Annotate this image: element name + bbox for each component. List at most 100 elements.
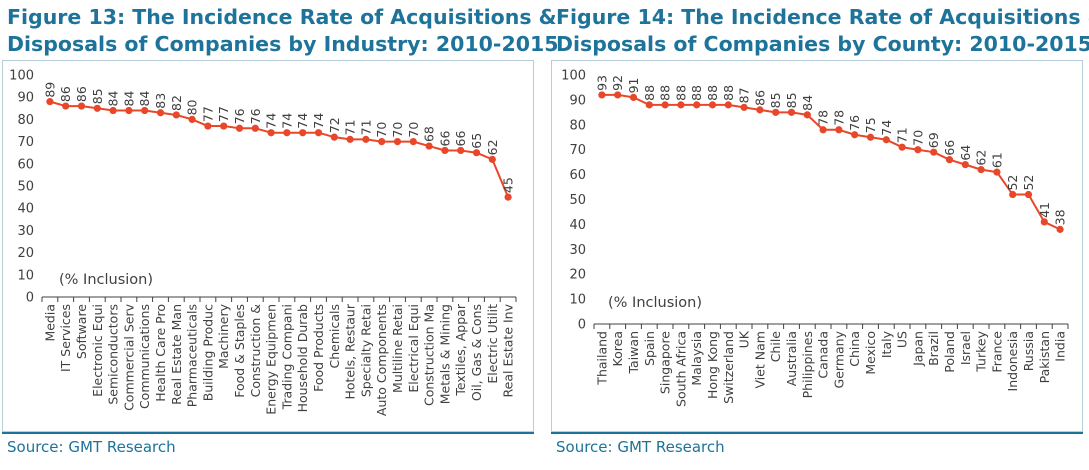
data-point [330,133,338,141]
x-category-label: Software [74,304,89,359]
data-point [787,108,796,116]
data-point [914,146,922,154]
figure-14-panel: Figure 14: The Incidence Rate of Acquisi… [549,0,1089,470]
data-label: 61 [989,152,1004,168]
figure-14-title-line2: Disposals of Companies by County: 2010-2… [556,32,1089,56]
data-label: 77 [200,106,215,122]
x-category-label: Communications [137,304,152,409]
data-point [441,146,449,155]
x-category-label: Construction Ma [422,304,437,406]
data-point [835,126,843,134]
data-point [598,91,606,99]
data-point [362,135,370,143]
data-label: 86 [752,90,767,106]
x-category-label: Media [42,304,57,342]
x-category-label: Japan [910,331,925,367]
data-label: 84 [106,91,121,107]
data-label: 87 [737,87,752,103]
data-point [409,138,417,146]
data-label: 88 [705,85,720,101]
data-point [756,106,764,114]
data-point [866,133,875,141]
figure-13-title-line1: Figure 13: The Incidence Rate of Acquisi… [7,5,557,29]
x-category-label: Pakistan [1037,331,1052,383]
y-tick-label: 20 [569,268,586,283]
figure-14-title: Figure 14: The Incidence Rate of Acquisi… [556,4,1089,58]
data-label: 74 [279,113,294,129]
data-label: 62 [974,150,989,166]
data-label: 52 [1021,175,1036,191]
data-label: 76 [248,108,263,124]
data-point [961,161,969,169]
x-category-label: Philippines [800,331,815,398]
data-label: 76 [232,108,247,124]
data-label: 88 [642,85,657,101]
data-point [109,106,117,115]
x-category-label: Multiline Retai [390,304,405,393]
data-point [393,138,402,146]
data-label: 74 [311,113,326,129]
x-category-label: Germany [831,330,846,388]
data-label: 38 [1053,209,1068,225]
x-category-label: Indonesia [1005,331,1020,391]
data-label: 89 [42,82,57,98]
x-category-label: Commercial Serv [121,303,136,410]
data-point [661,101,669,109]
data-point [504,193,512,201]
y-tick-label: 0 [578,318,586,333]
x-category-label: Taiwan [626,331,641,375]
data-label: 85 [768,92,783,108]
data-label: 69 [926,132,941,148]
data-label: 71 [895,127,910,143]
data-point [977,166,985,174]
data-point [346,135,354,143]
data-label: 78 [831,110,846,126]
data-point [898,143,906,151]
y-tick-label: 70 [569,143,586,158]
data-point [235,124,244,132]
data-label: 68 [422,126,437,142]
x-category-label: Construction & [248,304,263,398]
x-category-label: Hotels, Restaur [343,303,358,399]
data-label: 84 [137,91,152,107]
x-category-label: Electrical Equi [406,304,421,393]
x-category-label: UK [737,330,752,348]
x-category-label: Italy [879,330,894,358]
data-point [693,101,701,109]
y-tick-label: 10 [17,268,34,283]
data-label: 85 [90,88,105,104]
x-category-label: Australia [784,331,799,386]
x-category-label: Health Care Pro [153,304,168,402]
data-label: 72 [327,117,342,133]
y-tick-label: 30 [569,243,586,258]
figure-14-title-line1: Figure 14: The Incidence Rate of Acquisi… [556,5,1089,29]
x-category-label: Singapore [658,331,673,394]
data-label: 86 [58,86,73,102]
x-category-label: Thailand [594,331,609,386]
x-category-label: Energy Equipmen [264,304,279,415]
x-category-label: Switzerland [721,331,736,404]
x-category-label: Chemicals [327,304,342,369]
data-point [156,109,165,117]
data-label: 84 [121,91,136,107]
data-point [204,122,212,130]
x-category-label: Viet Nam [752,331,767,389]
x-category-label: Real Estate Inv [501,303,516,397]
figure-14-chart-svg: 0 10 20 30 40 50 60 70 80 90 100 Thailand Korea Taiwa… [561,69,1069,407]
x-category-label: Semiconductors [106,304,121,405]
y-tick-label: 10 [569,293,586,308]
data-label: 70 [406,122,421,138]
data-label: 78 [816,110,831,126]
data-label: 84 [800,95,815,111]
data-point [188,115,196,123]
x-category-label: China [847,331,862,367]
data-label: 66 [437,131,452,147]
data-label: 74 [879,120,894,136]
x-category-label: Oil, Gas & Cons [469,304,484,401]
data-label: 83 [153,93,168,109]
data-point [220,122,228,130]
data-point [945,156,954,164]
figure-13-source: Source: GMT Research [2,432,534,464]
data-point [708,101,717,109]
y-tick-label: 90 [569,93,586,108]
